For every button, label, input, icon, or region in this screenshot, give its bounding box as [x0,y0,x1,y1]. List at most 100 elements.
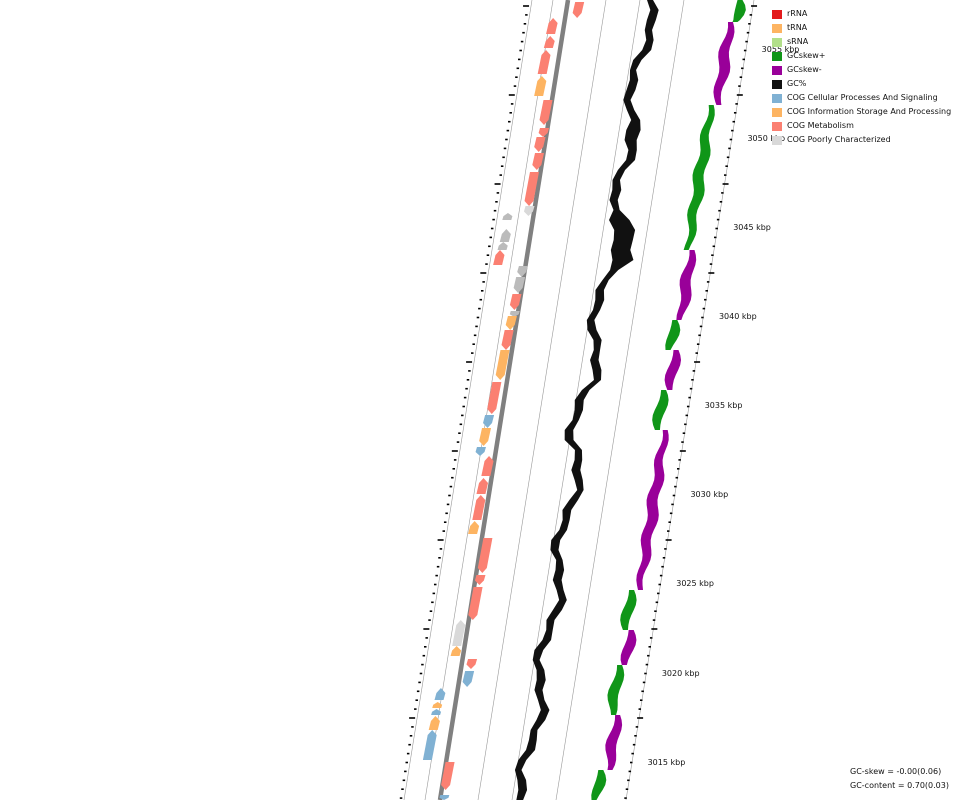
cog-feature-track [422,2,585,800]
feature-arrow-10 [523,206,535,216]
legend-label-rrna: rRNA [787,9,808,18]
gc-skew-segment-6 [652,390,669,430]
feature-arrow-43 [439,795,450,800]
feature-arrow-11 [502,213,513,220]
feature-arrow-20 [501,330,514,350]
feature-arrow-38 [432,702,443,708]
scale-ticks [399,5,758,799]
feature-arrow-19 [505,316,517,330]
feature-arrow-39 [431,709,442,715]
gc-skew-segment-7 [636,430,669,590]
scale-label-3035: 3035 kbp [705,401,743,410]
track-guide-lines [403,0,755,800]
feature-arrow-7 [534,137,546,152]
feature-arrow-17 [509,294,522,310]
feature-arrow-28 [472,495,486,520]
scale-label-3025: 3025 kbp [676,579,714,588]
gc-skew-segment-10 [607,665,625,715]
legend-label-cog-information: COG Information Storage And Processing [787,107,952,116]
feature-arrow-25 [475,447,486,456]
gc-skew-segment-11 [605,715,623,770]
legend-label-cog-metabolism: COG Metabolism [787,121,854,130]
legend-swatch-rrna [772,10,782,19]
legend-label-trna: tRNA [787,23,808,32]
legend-label-srna: sRNA [787,37,809,46]
feature-arrow-33 [452,620,466,646]
gc-skew-segment-12 [591,770,607,800]
gc-skew-plot [591,0,746,800]
gc-skew-segment-5 [664,350,682,390]
legend-label-cog-poorly: COG Poorly Characterized [787,135,891,144]
gc-skew-segment-2 [683,105,715,250]
statistics-panel: GC-skew = -0.00(0.06) GC-content = 0.70(… [850,765,949,793]
feature-arrow-32 [468,587,483,620]
gc-skew-segment-3 [676,250,697,320]
feature-arrow-9 [524,172,539,206]
legend-label-gcskew-plus: GCskew+ [787,51,826,60]
scale-label-3055: 3055 kbp [762,45,800,54]
legend-swatch-cog-metabolism [772,122,782,131]
legend-label-cog-cellular: COG Cellular Processes And Signaling [787,93,938,102]
feature-arrow-4 [534,76,547,96]
scale-label-3040: 3040 kbp [719,312,757,321]
feature-arrow-13 [497,242,508,250]
feature-arrow-0 [572,2,585,18]
feature-arrow-1 [546,18,558,34]
feature-arrow-21 [495,350,510,380]
legend-swatch-gcskew-minus [772,66,782,75]
backbone-line [437,0,571,800]
guide-line [477,0,607,800]
feature-arrow-6 [538,128,550,137]
feature-arrow-30 [477,538,493,573]
scale-label-3045: 3045 kbp [733,223,771,232]
feature-arrow-37 [434,688,446,700]
feature-arrow-35 [466,659,478,669]
feature-arrow-41 [422,730,437,760]
gc-content-stat: GC-content = 0.70(0.03) [850,781,949,790]
feature-arrow-24 [479,428,492,446]
guide-line [403,0,533,800]
legend-swatch-gc-content [772,80,782,89]
feature-arrow-16 [513,277,526,293]
feature-arrow-5 [539,100,553,125]
feature-arrow-22 [487,382,502,414]
guide-line [555,0,685,800]
legend-swatch-srna [772,38,782,47]
scale-label-3020: 3020 kbp [662,669,700,678]
legend-label-gcskew-minus: GCskew- [787,65,822,74]
feature-arrow-26 [481,456,494,476]
legend-swatch-cog-information [772,108,782,117]
scale-label-3050: 3050 kbp [747,134,785,143]
legend-swatch-trna [772,24,782,33]
scale-labels: 3015 kbp 3020 kbp 3025 kbp 3030 kbp 3035… [648,45,800,767]
gc-skew-stat: GC-skew = -0.00(0.06) [850,767,942,776]
genome-backbone [437,0,571,800]
feature-arrow-3 [537,50,551,74]
feature-arrow-14 [493,250,505,265]
legend-swatch-cog-poorly [772,136,782,145]
gc-skew-segment-4 [665,320,681,350]
feature-arrow-2 [543,36,555,48]
feature-arrow-42 [441,762,455,790]
legend-swatch-gcskew-plus [772,52,782,61]
feature-arrow-23 [483,415,495,428]
feature-arrow-12 [499,229,511,242]
scale-label-3015: 3015 kbp [648,758,686,767]
feature-arrow-36 [462,671,475,687]
feature-arrow-31 [474,575,486,585]
feature-arrow-29 [468,521,480,534]
guide-line [625,0,755,800]
legend-swatch-cog-cellular [772,94,782,103]
gc-skew-segment-9 [620,630,637,665]
feature-arrow-40 [428,716,440,730]
scale-label-3030: 3030 kbp [690,490,728,499]
feature-arrow-34 [450,646,462,656]
feature-arrow-27 [476,478,489,494]
legend-label-gc-content: GC% [787,79,807,88]
feature-arrow-18 [509,311,520,317]
gc-skew-segment-8 [620,590,637,630]
gc-skew-segment-1 [713,22,735,105]
feature-arrow-8 [532,153,545,170]
feature-arrow-15 [517,266,528,277]
